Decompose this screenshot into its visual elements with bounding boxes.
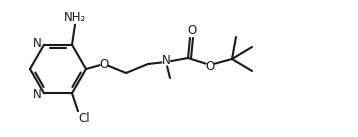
Text: N: N — [161, 55, 170, 68]
Text: O: O — [205, 59, 215, 72]
Text: Cl: Cl — [78, 112, 90, 125]
Text: NH₂: NH₂ — [64, 11, 86, 24]
Text: O: O — [187, 24, 196, 37]
Text: O: O — [100, 58, 108, 71]
Text: N: N — [33, 37, 42, 50]
Text: N: N — [33, 88, 42, 101]
